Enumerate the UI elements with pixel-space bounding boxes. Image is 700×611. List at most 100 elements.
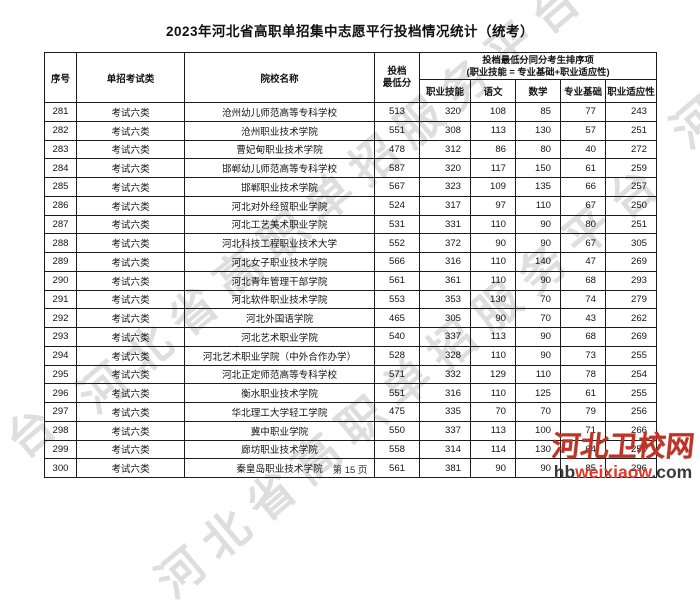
cell-college: 沧州职业技术学院 (184, 120, 375, 141)
cell-vocational-aptitude: 296 (604, 458, 658, 478)
cell-math: 90 (515, 458, 561, 478)
cell-college: 河北艺术职业学院（中外合作办学） (184, 345, 375, 366)
cell-college: 沧州幼儿师范高等专科学校 (184, 102, 375, 122)
col-header-seq: 序号 (44, 52, 77, 103)
cell-major-basis: 40 (560, 139, 606, 160)
cell-seq: 299 (44, 439, 77, 460)
cell-min-score: 587 (374, 158, 420, 178)
table-row: 282 考试六类 沧州职业技术学院 551 308 113 130 57 251 (44, 120, 658, 141)
cell-seq: 285 (44, 177, 77, 197)
cell-vocational-skill: 317 (419, 195, 471, 216)
cell-vocational-skill: 320 (419, 158, 471, 178)
table-row: 288 考试六类 河北科技工程职业技术大学 552 372 90 90 67 3… (44, 233, 658, 253)
col-header-min-score-line2: 最低分 (382, 77, 412, 89)
page-number: 第 15 页 (332, 465, 368, 476)
cell-math: 90 (515, 327, 561, 347)
page-title: 2023年河北省高职单招集中志愿平行投档情况统计（统考） (165, 24, 535, 39)
cell-college: 秦皇岛职业技术学院 (184, 458, 375, 478)
cell-chinese: 110 (470, 270, 516, 291)
cell-major-basis: 68 (560, 327, 606, 347)
cell-min-score: 567 (374, 177, 420, 197)
cell-vocational-skill: 337 (419, 327, 471, 347)
cell-chinese: 109 (470, 177, 516, 197)
cell-vocational-aptitude: 255 (604, 345, 658, 366)
cell-math: 90 (515, 214, 561, 235)
table-row: 283 考试六类 曹妃甸职业技术学院 478 312 86 80 40 272 (44, 139, 658, 160)
col-header-min-score-line1: 投档 (387, 65, 407, 77)
col-header-min-score: 投档 最低分 (374, 52, 420, 103)
cell-seq: 287 (44, 214, 77, 235)
cell-college: 河北青年管理干部学院 (184, 270, 375, 291)
cell-category: 考试六类 (76, 177, 185, 197)
cell-major-basis: 71 (560, 420, 606, 441)
table-row: 300 考试六类 秦皇岛职业技术学院 561 381 90 90 85 296 (44, 458, 658, 478)
col-header-category: 单招考试类 (76, 52, 185, 103)
cell-vocational-aptitude: 250 (604, 439, 658, 460)
cell-major-basis: 67 (560, 233, 606, 253)
cell-min-score: 524 (374, 195, 420, 216)
table-body: 281 考试六类 沧州幼儿师范高等专科学校 513 320 108 85 77 … (44, 102, 658, 478)
cell-category: 考试六类 (76, 158, 185, 178)
table-header: 序号 单招考试类 院校名称 投档 最低分 投档最低分同分考生排序项 (职业技能 … (44, 52, 658, 103)
table-row: 284 考试六类 邯郸幼儿师范高等专科学校 587 320 117 150 61… (44, 158, 658, 178)
col-header-vocational-aptitude: 职业适应性 (604, 79, 658, 103)
cell-chinese: 110 (470, 214, 516, 235)
cell-category: 考试六类 (76, 270, 185, 291)
cell-vocational-aptitude: 243 (604, 102, 658, 122)
cell-category: 考试六类 (76, 233, 185, 253)
cell-math: 70 (515, 289, 561, 310)
cell-category: 考试六类 (76, 289, 185, 310)
table-row: 289 考试六类 河北女子职业技术学院 566 316 110 140 47 2… (44, 252, 658, 272)
cell-college: 河北女子职业技术学院 (184, 252, 375, 272)
cell-min-score: 551 (374, 120, 420, 141)
cell-vocational-skill: 372 (419, 233, 471, 253)
cell-category: 考试六类 (76, 402, 185, 422)
cell-chinese: 117 (470, 158, 516, 178)
cell-college: 廊坊职业技术学院 (184, 439, 375, 460)
cell-chinese: 113 (470, 420, 516, 441)
cell-min-score: 561 (374, 458, 420, 478)
cell-chinese: 113 (470, 120, 516, 141)
cell-math: 90 (515, 345, 561, 366)
col-header-tiebreak-group: 投档最低分同分考生排序项 (职业技能 = 专业基础+职业适应性) (418, 52, 658, 80)
cell-college: 河北对外经贸职业学院 (184, 195, 375, 216)
cell-vocational-skill: 335 (419, 402, 471, 422)
table-row: 299 考试六类 廊坊职业技术学院 558 314 114 130 64 250 (44, 439, 658, 460)
cell-chinese: 113 (470, 327, 516, 347)
col-header-math: 数学 (515, 79, 561, 103)
table-row: 293 考试六类 河北艺术职业学院 540 337 113 90 68 269 (44, 327, 658, 347)
col-header-vocational-skill: 职业技能 (419, 79, 471, 103)
cell-major-basis: 61 (560, 383, 606, 403)
cell-vocational-aptitude: 255 (604, 383, 658, 403)
cell-vocational-skill: 337 (419, 420, 471, 441)
cell-college: 华北理工大学轻工学院 (184, 402, 375, 422)
cell-seq: 286 (44, 195, 77, 216)
cell-college: 河北外国语学院 (184, 308, 375, 328)
cell-category: 考试六类 (76, 195, 185, 216)
cell-major-basis: 74 (560, 289, 606, 310)
table-row: 290 考试六类 河北青年管理干部学院 561 361 110 90 68 29… (44, 270, 658, 291)
cell-vocational-skill: 332 (419, 364, 471, 385)
cell-major-basis: 85 (560, 458, 606, 478)
tiebreak-group-line2: (职业技能 = 专业基础+职业适应性) (466, 67, 610, 77)
cell-category: 考试六类 (76, 102, 185, 122)
cell-seq: 294 (44, 345, 77, 366)
cell-vocational-skill: 320 (419, 102, 471, 122)
table-row: 295 考试六类 河北正定师范高等专科学校 571 332 129 110 78… (44, 364, 658, 385)
cell-vocational-skill: 361 (419, 270, 471, 291)
cell-vocational-skill: 305 (419, 308, 471, 328)
cell-min-score: 566 (374, 252, 420, 272)
cell-seq: 296 (44, 383, 77, 403)
cell-min-score: 465 (374, 308, 420, 328)
cell-college: 河北正定师范高等专科学校 (184, 364, 375, 385)
cell-category: 考试六类 (76, 214, 185, 235)
cell-math: 100 (515, 420, 561, 441)
cell-major-basis: 77 (560, 102, 606, 122)
cell-vocational-aptitude: 269 (604, 327, 658, 347)
cell-min-score: 552 (374, 233, 420, 253)
cell-vocational-skill: 312 (419, 139, 471, 160)
cell-major-basis: 80 (560, 214, 606, 235)
cell-vocational-skill: 316 (419, 252, 471, 272)
table-row: 281 考试六类 沧州幼儿师范高等专科学校 513 320 108 85 77 … (44, 102, 658, 122)
cell-chinese: 110 (470, 345, 516, 366)
